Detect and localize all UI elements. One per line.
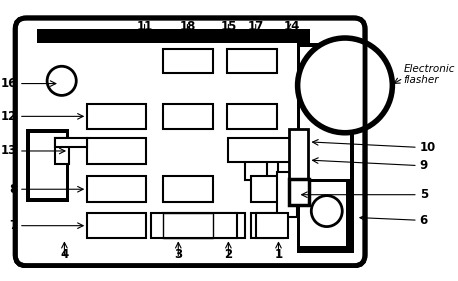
Bar bbox=[289, 179, 309, 205]
Bar bbox=[163, 213, 245, 238]
Text: 11: 11 bbox=[136, 20, 153, 33]
Bar bbox=[245, 140, 267, 160]
Bar bbox=[227, 104, 277, 129]
Text: 5: 5 bbox=[420, 188, 428, 201]
Text: 18: 18 bbox=[179, 20, 196, 33]
Bar bbox=[87, 104, 147, 129]
Bar bbox=[30, 133, 66, 198]
Bar bbox=[300, 47, 350, 179]
FancyBboxPatch shape bbox=[15, 18, 365, 266]
Bar bbox=[87, 138, 147, 164]
Text: 9: 9 bbox=[420, 159, 428, 172]
Text: 1: 1 bbox=[274, 248, 283, 261]
Text: 2: 2 bbox=[224, 248, 233, 261]
Text: 8: 8 bbox=[9, 183, 17, 196]
Bar bbox=[277, 172, 297, 217]
Bar bbox=[251, 213, 283, 238]
Text: 17: 17 bbox=[248, 20, 264, 33]
Bar bbox=[278, 140, 300, 160]
Bar bbox=[163, 217, 213, 235]
Bar bbox=[151, 213, 238, 238]
Bar bbox=[87, 176, 147, 202]
Circle shape bbox=[47, 66, 76, 96]
Bar bbox=[256, 213, 288, 238]
Bar bbox=[300, 179, 354, 248]
Bar bbox=[163, 176, 213, 202]
Text: Electronic
flasher: Electronic flasher bbox=[403, 64, 455, 85]
Bar bbox=[245, 160, 267, 180]
Bar bbox=[55, 138, 87, 147]
Bar bbox=[87, 213, 147, 238]
Text: 13: 13 bbox=[1, 144, 17, 157]
Circle shape bbox=[311, 196, 342, 226]
Bar bbox=[163, 104, 213, 129]
Text: 15: 15 bbox=[220, 20, 237, 33]
Text: 6: 6 bbox=[420, 214, 428, 227]
Bar bbox=[163, 213, 213, 238]
Text: 4: 4 bbox=[60, 248, 69, 261]
Bar bbox=[37, 29, 311, 44]
Text: 7: 7 bbox=[9, 219, 17, 232]
Bar bbox=[300, 182, 346, 246]
Bar bbox=[163, 49, 213, 72]
Bar bbox=[229, 138, 292, 162]
Bar bbox=[227, 49, 277, 72]
Bar bbox=[289, 129, 308, 179]
Text: 10: 10 bbox=[420, 141, 436, 154]
Bar bbox=[251, 176, 301, 202]
Text: 16: 16 bbox=[0, 77, 17, 90]
Text: 3: 3 bbox=[174, 248, 182, 261]
Text: 12: 12 bbox=[1, 110, 17, 123]
Text: 14: 14 bbox=[284, 20, 300, 33]
Circle shape bbox=[298, 38, 393, 133]
Bar bbox=[297, 44, 354, 253]
Bar bbox=[55, 138, 69, 164]
Bar bbox=[278, 160, 300, 180]
Bar bbox=[26, 129, 69, 202]
